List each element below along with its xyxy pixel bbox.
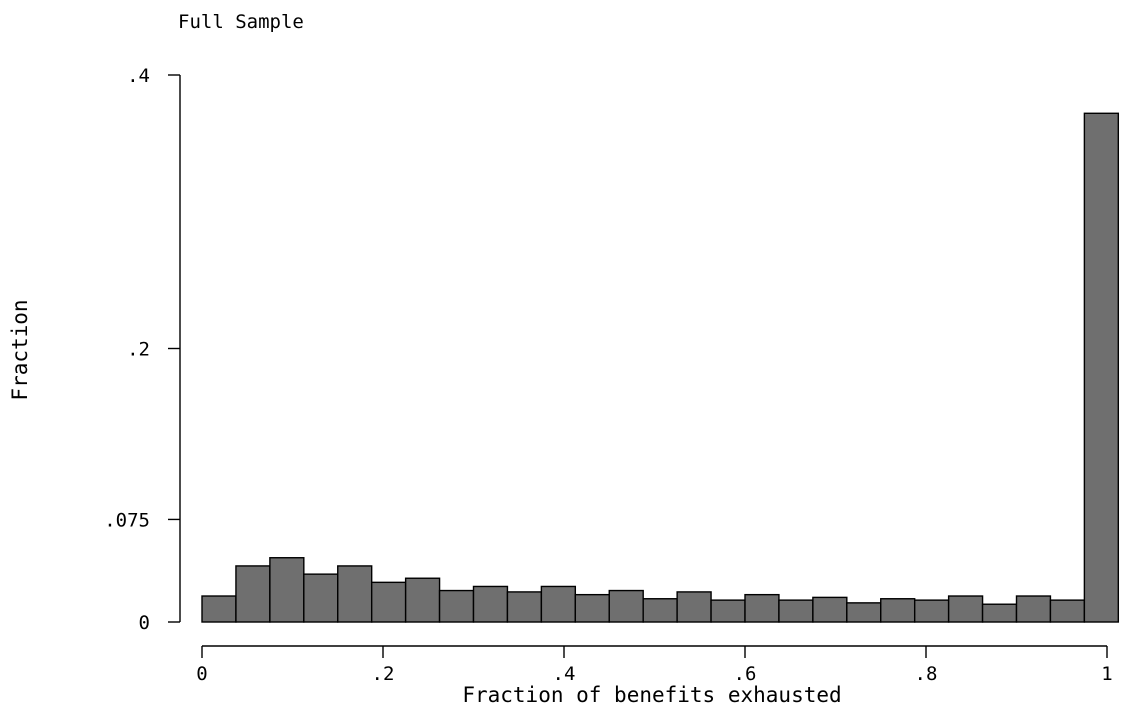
histogram-bar (404, 577, 441, 623)
histogram-bar (472, 585, 509, 623)
histogram-bar (744, 593, 780, 623)
histogram-bar (880, 598, 916, 623)
x-tick-label: .8 (915, 663, 938, 685)
y-axis-label: Fraction (8, 299, 32, 400)
x-ticks-group: 0 .2 .4 .6 .8 1 (196, 646, 1113, 685)
histogram-bar (608, 589, 644, 623)
y-tick-label: 0 (139, 612, 150, 634)
y-tick-label: .2 (127, 339, 150, 361)
histogram-bar (438, 589, 475, 623)
y-ticks-group: 0 .075 .2 .4 (104, 65, 180, 634)
y-tick-label: .075 (104, 509, 150, 531)
histogram-bar (812, 596, 848, 623)
x-tick-label: .4 (553, 663, 576, 685)
histogram-bar (235, 565, 271, 623)
bars-group (201, 112, 1120, 623)
histogram-bar (337, 565, 373, 623)
histogram-bar (1049, 599, 1086, 623)
histogram-bar (846, 602, 882, 623)
chart-title: Full Sample (178, 11, 304, 33)
histogram-bar (642, 598, 678, 623)
histogram-bar (303, 573, 339, 623)
histogram-bar (710, 599, 746, 623)
histogram-bar (370, 581, 407, 623)
histogram-bar (1015, 595, 1052, 623)
histogram-bar (506, 591, 543, 623)
histogram-bar (201, 595, 237, 623)
x-tick-label: .6 (734, 663, 757, 685)
histogram-bar (1083, 112, 1120, 623)
histogram-bar (676, 591, 712, 623)
x-tick-label: .2 (372, 663, 395, 685)
histogram-bar (540, 585, 577, 623)
x-tick-label: 1 (1101, 663, 1112, 685)
histogram-bar (981, 603, 1018, 623)
histogram-bar (574, 593, 610, 623)
y-tick-label: .4 (127, 65, 150, 87)
x-axis-label: Fraction of benefits exhausted (462, 683, 841, 707)
histogram-bar (269, 557, 305, 623)
histogram-bar (947, 595, 984, 623)
x-tick-label: 0 (196, 663, 207, 685)
histogram-bar (913, 599, 950, 623)
histogram-bar (778, 599, 814, 623)
